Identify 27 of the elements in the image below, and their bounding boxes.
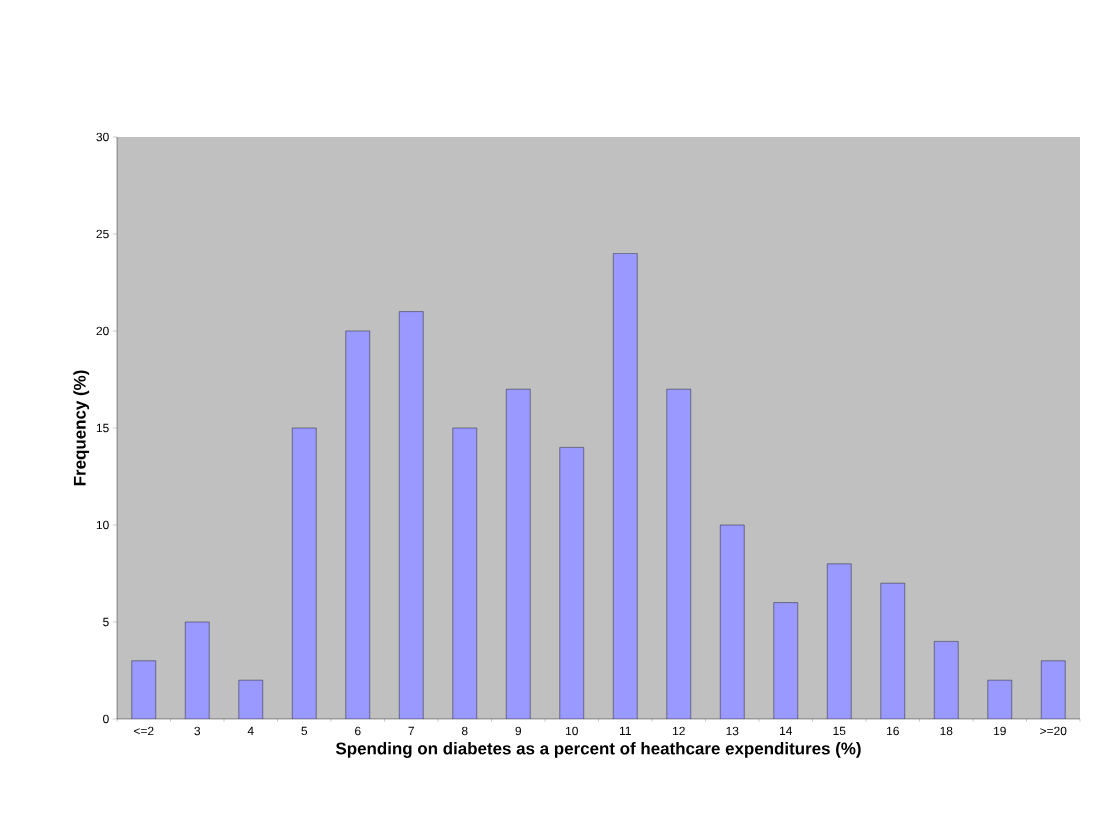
x-axis-title: Spending on diabetes as a percent of heathcare expenditures (%) (335, 742, 861, 758)
x-tick-label: 10 (566, 726, 578, 736)
x-tick-label: 11 (619, 726, 631, 735)
x-tick-label: 8 (461, 726, 468, 736)
x-tick-label: 3 (194, 726, 201, 736)
y-tick-label: 30 (96, 132, 109, 142)
x-tick-label: 14 (780, 726, 793, 735)
x-tick-label: 12 (673, 726, 685, 736)
y-tick-label: 10 (96, 520, 109, 530)
y-tick-label: 15 (96, 423, 109, 433)
x-tick-label: 9 (515, 726, 522, 736)
x-tick-label: 16 (887, 726, 899, 736)
x-tick-label: 13 (726, 726, 739, 736)
x-tick-label: 19 (994, 726, 1006, 736)
x-tick-label: 4 (247, 726, 254, 735)
y-tick-label: 0 (103, 714, 109, 724)
x-tick-label: <=2 (134, 726, 154, 736)
y-tick-label: 20 (96, 326, 109, 336)
x-tick-label: 7 (408, 726, 414, 735)
y-tick-label: 25 (96, 229, 109, 239)
y-axis-title: Frequency (%) (73, 370, 90, 486)
x-tick-label: >=20 (1040, 726, 1067, 736)
x-tick-label: 5 (301, 726, 308, 736)
x-tick-label: 15 (833, 726, 846, 736)
y-tick-label: 5 (103, 617, 109, 627)
x-tick-label: 6 (355, 726, 361, 736)
x-tick-label: 18 (940, 726, 953, 736)
